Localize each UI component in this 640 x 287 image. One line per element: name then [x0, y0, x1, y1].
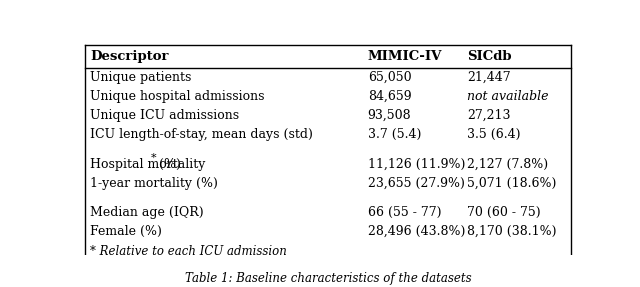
- Text: 27,213: 27,213: [467, 109, 510, 122]
- Text: 66 (55 - 77): 66 (55 - 77): [367, 206, 441, 219]
- Text: 28,496 (43.8%): 28,496 (43.8%): [367, 225, 465, 238]
- Text: not available: not available: [467, 90, 548, 103]
- Text: 5,071 (18.6%): 5,071 (18.6%): [467, 177, 556, 190]
- Text: Unique ICU admissions: Unique ICU admissions: [90, 109, 239, 122]
- Text: Median age (IQR): Median age (IQR): [90, 206, 204, 219]
- Text: Unique hospital admissions: Unique hospital admissions: [90, 90, 264, 103]
- Text: Female (%): Female (%): [90, 225, 162, 238]
- Text: 8,170 (38.1%): 8,170 (38.1%): [467, 225, 556, 238]
- Text: Descriptor: Descriptor: [90, 50, 168, 63]
- Text: 3.7 (5.4): 3.7 (5.4): [367, 128, 421, 141]
- Text: Hospital mortality: Hospital mortality: [90, 158, 205, 170]
- Text: SICdb: SICdb: [467, 50, 511, 63]
- Text: (%): (%): [155, 158, 180, 170]
- Text: 65,050: 65,050: [367, 71, 412, 84]
- Text: ICU length-of-stay, mean days (std): ICU length-of-stay, mean days (std): [90, 128, 313, 141]
- Text: 23,655 (27.9%): 23,655 (27.9%): [367, 177, 465, 190]
- Text: Unique patients: Unique patients: [90, 71, 191, 84]
- Text: 11,126 (11.9%): 11,126 (11.9%): [367, 158, 465, 170]
- Text: 93,508: 93,508: [367, 109, 412, 122]
- Text: 84,659: 84,659: [367, 90, 412, 103]
- Text: 70 (60 - 75): 70 (60 - 75): [467, 206, 541, 219]
- Text: Table 1: Baseline characteristics of the datasets: Table 1: Baseline characteristics of the…: [185, 272, 471, 285]
- Text: 21,447: 21,447: [467, 71, 511, 84]
- Text: MIMIC-IV: MIMIC-IV: [367, 50, 442, 63]
- Text: * Relative to each ICU admission: * Relative to each ICU admission: [90, 245, 287, 258]
- Text: 2,127 (7.8%): 2,127 (7.8%): [467, 158, 548, 170]
- Text: 1-year mortality (%): 1-year mortality (%): [90, 177, 218, 190]
- Text: 3.5 (6.4): 3.5 (6.4): [467, 128, 520, 141]
- Text: *: *: [150, 153, 156, 163]
